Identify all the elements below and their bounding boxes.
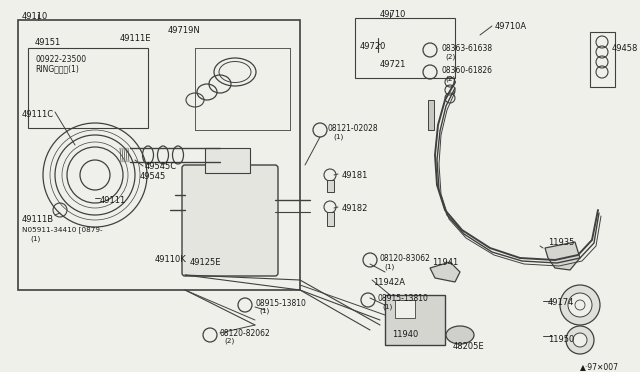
Text: 49174: 49174 (548, 298, 574, 307)
Text: 49182: 49182 (342, 204, 369, 213)
Text: 49719N: 49719N (168, 26, 201, 35)
Text: 49111B: 49111B (22, 215, 54, 224)
Text: (2): (2) (445, 53, 455, 60)
Text: RINGリング(1): RINGリング(1) (35, 64, 79, 73)
Text: 11935: 11935 (548, 238, 574, 247)
Text: 49111: 49111 (100, 196, 126, 205)
Text: 00922-23500: 00922-23500 (35, 55, 86, 64)
Polygon shape (430, 262, 460, 282)
Text: 08360-61826: 08360-61826 (441, 66, 492, 75)
Text: (1): (1) (384, 263, 394, 269)
Text: 49720: 49720 (360, 42, 387, 51)
Text: 49545: 49545 (140, 172, 166, 181)
Text: 49151: 49151 (35, 38, 61, 47)
Text: (2): (2) (445, 75, 455, 81)
Text: 49458: 49458 (612, 44, 638, 53)
Circle shape (568, 293, 592, 317)
Text: N05911-34410 [0879-: N05911-34410 [0879- (22, 226, 102, 233)
Text: 49111C: 49111C (22, 110, 54, 119)
Text: 08915-13810: 08915-13810 (378, 294, 429, 303)
Text: 11941: 11941 (432, 258, 458, 267)
Text: 08120-82062: 08120-82062 (220, 329, 271, 338)
Text: (1): (1) (259, 308, 269, 314)
Text: 08915-13810: 08915-13810 (255, 299, 306, 308)
Text: 49110K: 49110K (155, 255, 187, 264)
Text: 49110: 49110 (22, 12, 48, 21)
Bar (18, 20, 300, 290)
Text: 08121-02028: 08121-02028 (328, 124, 379, 133)
Bar (327, 180, 334, 192)
Text: 49111E: 49111E (120, 34, 152, 43)
Text: (1): (1) (30, 235, 40, 241)
Text: 11940: 11940 (392, 330, 419, 339)
Text: 49181: 49181 (342, 171, 369, 180)
Bar (205, 148, 250, 173)
Bar (428, 100, 434, 130)
Text: (2): (2) (224, 338, 234, 344)
Text: 08363-61638: 08363-61638 (441, 44, 492, 53)
Bar (385, 295, 445, 345)
Text: (1): (1) (333, 133, 343, 140)
Text: 11950: 11950 (548, 335, 574, 344)
Circle shape (573, 333, 587, 347)
Bar (28, 48, 148, 128)
Text: 48205E: 48205E (453, 342, 484, 351)
Circle shape (560, 285, 600, 325)
Bar (590, 32, 615, 87)
Bar (355, 18, 455, 78)
Circle shape (566, 326, 594, 354)
Text: 49710: 49710 (380, 10, 406, 19)
FancyBboxPatch shape (182, 165, 278, 276)
Ellipse shape (446, 326, 474, 344)
Text: 08120-83062: 08120-83062 (380, 254, 431, 263)
Text: ▲·97✕007: ▲·97✕007 (580, 362, 619, 371)
Bar (327, 212, 334, 226)
Text: 11942A: 11942A (373, 278, 405, 287)
Text: 49125E: 49125E (190, 258, 221, 267)
Text: 49721: 49721 (380, 60, 406, 69)
Polygon shape (545, 242, 580, 270)
Text: 49545C: 49545C (145, 162, 177, 171)
Text: 49710A: 49710A (495, 22, 527, 31)
Text: (1): (1) (382, 303, 392, 310)
Bar (395, 300, 415, 318)
